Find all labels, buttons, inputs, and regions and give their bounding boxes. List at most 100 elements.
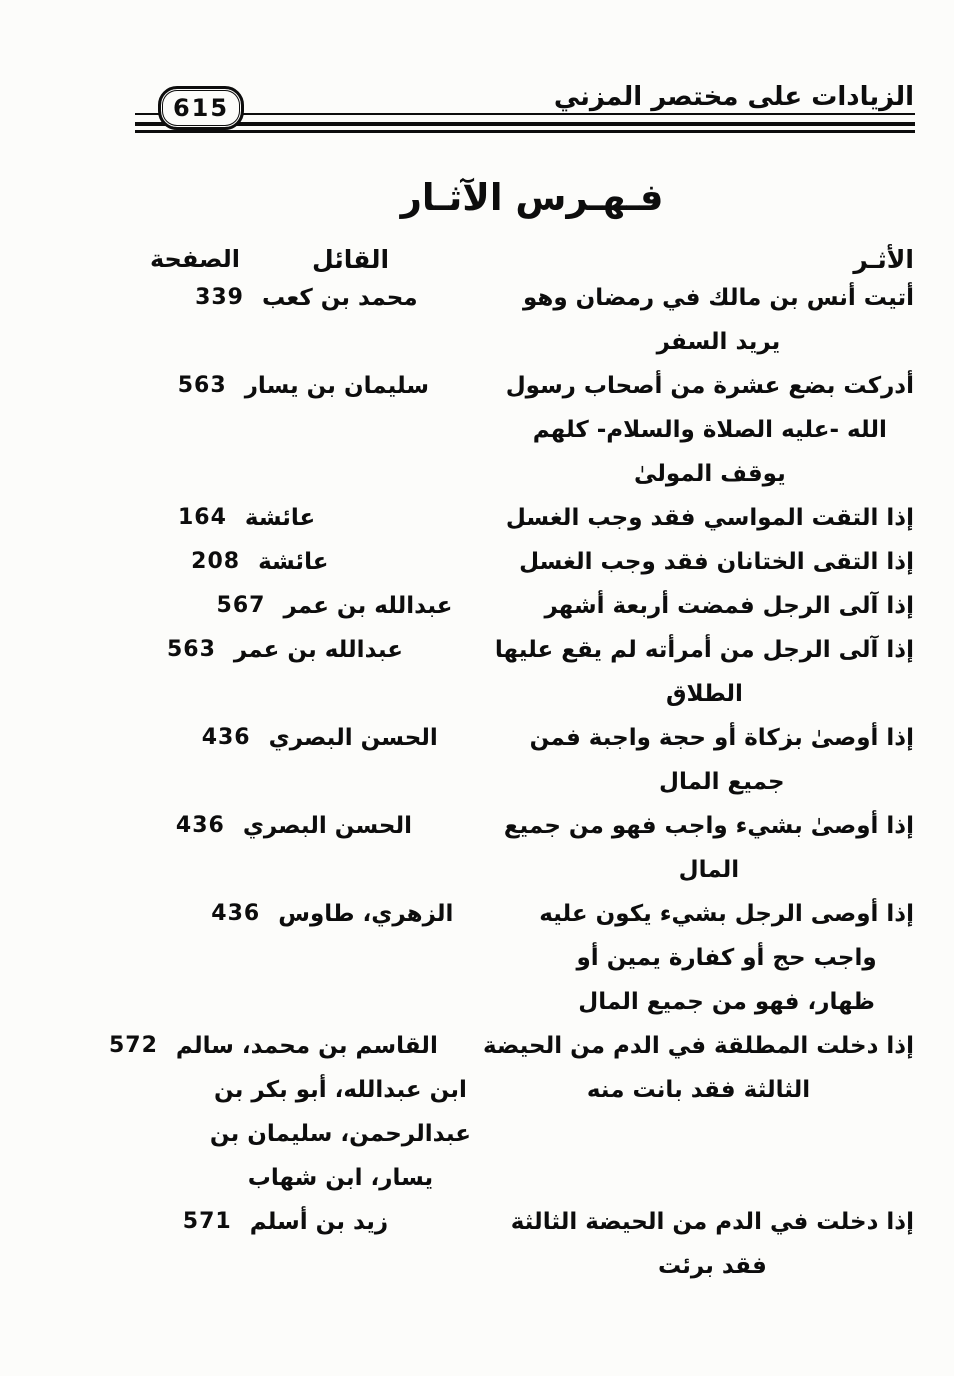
athar-cell: إذا دخلت في الدم من الحيضة الثالثة فقد ب… <box>511 1200 914 1288</box>
athar-cell: إذا آلى الرجل فمضت أربعة أشهر <box>544 584 914 628</box>
header-rule-thin <box>135 113 915 115</box>
column-header-page: الصفحة <box>150 245 241 273</box>
index-row: إذا أوصىٰ بزكاة أو حجة واجبة فمن جميع ال… <box>150 716 914 804</box>
speaker-line: عبدالرحمن، سليمان بن <box>209 1121 471 1147</box>
speaker-line: عائشة <box>244 505 316 531</box>
speaker-cell: عبدالله بن عمر <box>277 584 532 628</box>
column-header-athar: الأثـر <box>853 245 914 274</box>
page-cell: 436 <box>150 716 251 760</box>
athar-cell: إذا أوصىٰ بزكاة أو حجة واجبة فمن جميع ال… <box>530 716 914 804</box>
athar-cell: إذا التقت المواسي فقد وجب الغسل <box>506 496 914 540</box>
index-row: إذا آلى الرجل فمضت أربعة أشهر عبدالله بن… <box>150 584 914 628</box>
column-header-speaker: القائل <box>312 245 390 274</box>
speaker-line: زيد بن أسلم <box>249 1209 389 1235</box>
athar-line: الطلاق <box>665 681 743 707</box>
speaker-cell: الحسن البصري <box>263 716 518 760</box>
speaker-line: القاسم بن محمد، سالم <box>175 1033 438 1059</box>
athar-line: واجب حج أو كفارة يمين أو <box>576 945 877 971</box>
speaker-cell: زيد بن أسلم <box>244 1200 499 1244</box>
page-number: 563 <box>166 637 216 662</box>
index-row: إذا دخلت المطلقة في الدم من الحيضة الثال… <box>109 1024 914 1200</box>
athar-line: إذا آلى الرجل من أمرأته لم يقع عليها <box>494 637 914 663</box>
athar-line: المال <box>678 857 740 883</box>
speaker-cell: الزهري، طاوس <box>272 892 527 936</box>
athar-cell: أتيت أنس بن مالك في رمضان وهو يريد السفر <box>523 276 914 364</box>
index-row: إذا أوصىٰ بشيء واجب فهو من جميع المال ال… <box>150 804 914 892</box>
speaker-line: عبدالله بن عمر <box>283 593 453 619</box>
athar-line: إذا أوصى الرجل بشيء يكون عليه <box>539 901 914 927</box>
index-row: إذا التقت المواسي فقد وجب الغسل عائشة 16… <box>150 496 914 540</box>
page-cell: 436 <box>150 804 225 848</box>
athar-cell: إذا آلى الرجل من أمرأته لم يقع عليها الط… <box>495 628 914 716</box>
athar-line: الثالثة فقد بانت منه <box>586 1077 811 1103</box>
page-cell: 572 <box>105 1024 158 1068</box>
page-cell: 208 <box>150 540 240 584</box>
athar-line: أتيت أنس بن مالك في رمضان وهو <box>523 285 914 311</box>
athar-line: يريد السفر <box>656 329 781 355</box>
speaker-line: الحسن البصري <box>268 725 438 751</box>
page-number: 436 <box>211 901 261 926</box>
index-row: إذا دخلت في الدم من الحيضة الثالثة فقد ب… <box>150 1200 914 1288</box>
page-number: 572 <box>108 1033 158 1058</box>
page-number: 563 <box>177 373 227 398</box>
speaker-line: الزهري، طاوس <box>278 901 454 927</box>
page-number: 164 <box>177 505 227 530</box>
page-cell: 563 <box>150 364 227 408</box>
athar-line: فقد برئت <box>657 1253 767 1279</box>
page-number: 571 <box>182 1209 232 1234</box>
athar-cell: إذا دخلت المطلقة في الدم من الحيضة الثال… <box>483 1024 914 1112</box>
page-cell: 436 <box>150 892 260 936</box>
running-head: الزيادات على مختصر المزني 615 <box>0 0 954 150</box>
speaker-line: ابن عبدالله، أبو بكر بن <box>214 1077 467 1103</box>
athar-cell: إذا التقى الختانان فقد وجب الغسل <box>519 540 914 584</box>
page-cell: 571 <box>150 1200 232 1244</box>
athar-line: إذا دخلت في الدم من الحيضة الثالثة <box>510 1209 914 1235</box>
page-cell: 563 <box>150 628 216 672</box>
speaker-cell: عبدالله بن عمر <box>228 628 483 672</box>
athar-line: إذا أوصىٰ بشيء واجب فهو من جميع <box>503 813 914 839</box>
speaker-cell: الحسن البصري <box>237 804 492 848</box>
page-cell: 567 <box>150 584 265 628</box>
speaker-cell: عائشة <box>252 540 507 584</box>
speaker-line: عبدالله بن عمر <box>233 637 403 663</box>
speaker-cell: سليمان بن يسار <box>239 364 494 408</box>
page-number: 436 <box>201 725 251 750</box>
column-headers: الأثـر القائل الصفحة <box>150 245 914 274</box>
speaker-line: سليمان بن يسار <box>244 373 430 399</box>
athar-line: إذا التقت المواسي فقد وجب الغسل <box>505 505 914 531</box>
speaker-cell: عائشة <box>239 496 494 540</box>
page-number: 339 <box>195 285 244 310</box>
header-rule-thick-bottom <box>135 130 915 133</box>
speaker-line: يسار، ابن شهاب <box>247 1165 434 1191</box>
speaker-line: محمد بن كعب <box>262 285 418 311</box>
index-title: فـهـرس الآثـار <box>400 176 664 219</box>
athar-line: إذا آلى الرجل فمضت أربعة أشهر <box>544 593 914 619</box>
index-row: إذا آلى الرجل من أمرأته لم يقع عليها الط… <box>150 628 914 716</box>
athar-line: أدركت بضع عشرة من أصحاب رسول <box>505 373 914 399</box>
page-number-badge: 615 <box>158 86 244 130</box>
index-row: أتيت أنس بن مالك في رمضان وهو يريد السفر… <box>150 276 914 364</box>
speaker-cell: محمد بن كعب <box>256 276 511 320</box>
athar-line: جميع المال <box>658 769 785 795</box>
index-row: أدركت بضع عشرة من أصحاب رسول الله -عليه … <box>150 364 914 496</box>
index-row: إذا التقى الختانان فقد وجب الغسل عائشة 2… <box>150 540 914 584</box>
page-cell: 339 <box>150 276 244 320</box>
athar-cell: أدركت بضع عشرة من أصحاب رسول الله -عليه … <box>506 364 914 496</box>
book-title: الزيادات على مختصر المزني <box>553 82 914 112</box>
index-row: إذا أوصى الرجل بشيء يكون عليه واجب حج أو… <box>150 892 914 1024</box>
page-number: 436 <box>175 813 225 838</box>
athar-line: ظهار، فهو من جميع المال <box>578 989 875 1015</box>
index-content: فـهـرس الآثـار الأثـر القائل الصفحة أتيت… <box>109 176 914 1288</box>
page-number: 208 <box>191 549 241 574</box>
speaker-line: عائشة <box>258 549 329 575</box>
athar-cell: إذا أوصى الرجل بشيء يكون عليه واجب حج أو… <box>539 892 914 1024</box>
header-rule-thick-top <box>135 122 915 126</box>
athar-line: إذا دخلت المطلقة في الدم من الحيضة <box>483 1033 914 1059</box>
athar-line: إذا التقى الختانان فقد وجب الغسل <box>519 549 914 575</box>
page-cell: 164 <box>150 496 227 540</box>
speaker-line: الحسن البصري <box>242 813 412 839</box>
athar-line: يوقف المولىٰ <box>633 461 786 487</box>
athar-line: إذا أوصىٰ بزكاة أو حجة واجبة فمن <box>529 725 914 751</box>
athar-cell: إذا أوصىٰ بشيء واجب فهو من جميع المال <box>504 804 914 892</box>
